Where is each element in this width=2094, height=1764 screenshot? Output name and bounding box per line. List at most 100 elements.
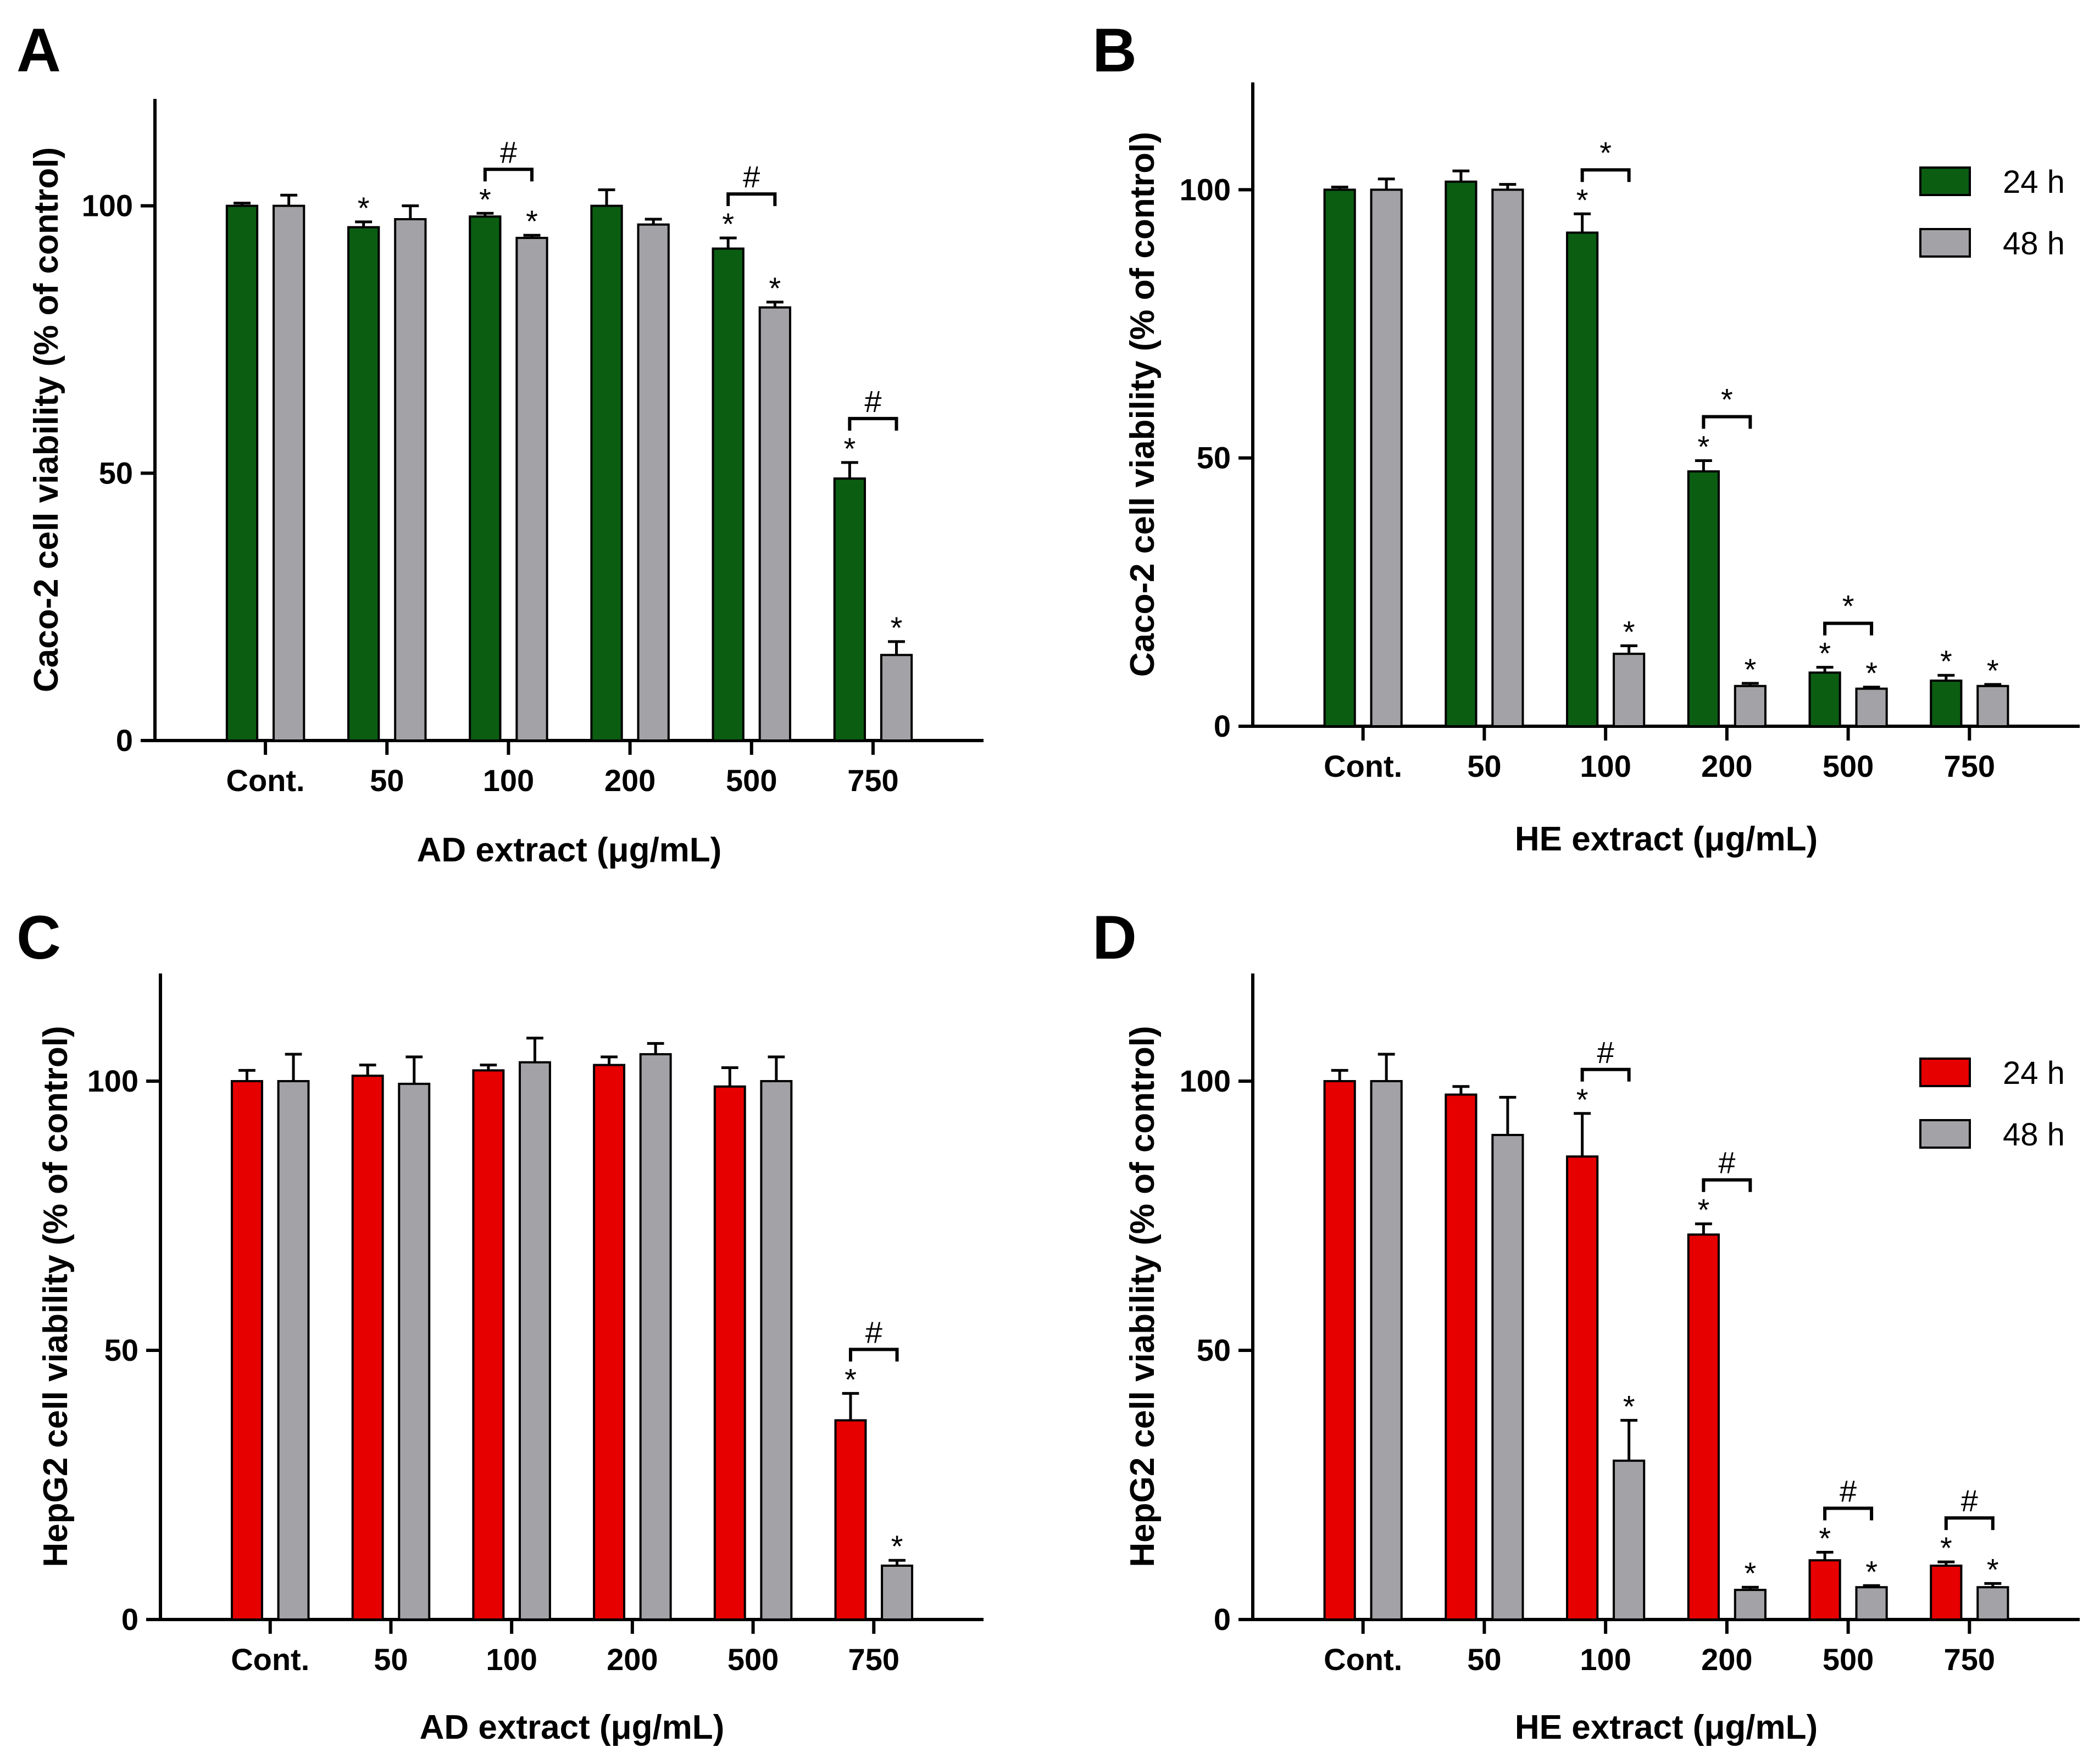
bar-48h xyxy=(1613,653,1646,728)
bracket-symbol: # xyxy=(865,1315,882,1349)
x-axis-title: HE extract (μg/mL) xyxy=(1515,1709,1818,1746)
significance-bracket xyxy=(848,1348,899,1362)
x-tick-label: 500 xyxy=(727,1642,779,1677)
panel-letter: C xyxy=(16,903,61,972)
bar-24h xyxy=(713,1085,746,1621)
bar-48h xyxy=(1855,1586,1888,1621)
y-tick-label: 0 xyxy=(116,723,133,758)
x-tick-label: 200 xyxy=(1701,1642,1752,1677)
bar-24h xyxy=(1445,1093,1478,1621)
significance-star: * xyxy=(843,431,856,466)
significance-star: * xyxy=(1744,1556,1756,1590)
x-tick-label: 50 xyxy=(1467,749,1501,783)
significance-star: * xyxy=(1697,430,1709,464)
bar-24h xyxy=(590,204,623,742)
significance-bracket xyxy=(726,192,777,207)
significance-bracket xyxy=(1823,621,1874,636)
y-tick-label: 100 xyxy=(1180,172,1231,207)
y-tick-label: 100 xyxy=(82,188,133,223)
x-tick-label: 500 xyxy=(1823,749,1874,783)
bar-24h xyxy=(1808,1559,1841,1621)
bracket-symbol: # xyxy=(864,384,881,419)
x-tick-label: Cont. xyxy=(1324,1642,1402,1677)
bar-48h xyxy=(758,306,791,742)
significance-bracket xyxy=(1823,1506,1874,1521)
x-tick-label: 100 xyxy=(1580,749,1631,783)
y-tick-label: 100 xyxy=(1180,1064,1231,1098)
bar-24h xyxy=(1687,470,1720,727)
x-tick-label: 200 xyxy=(607,1642,658,1677)
bar-48h xyxy=(1491,188,1524,728)
significance-star: * xyxy=(1576,182,1588,217)
bar-48h xyxy=(394,218,427,742)
significance-star: * xyxy=(479,182,491,216)
legend-swatch xyxy=(1919,166,1971,196)
significance-star: * xyxy=(1697,1193,1709,1227)
x-tick-label: 50 xyxy=(374,1642,408,1677)
x-tick-label: 750 xyxy=(848,1642,899,1677)
legend-swatch xyxy=(1919,1119,1971,1149)
x-tick-label: Cont. xyxy=(226,763,305,798)
bar-24h xyxy=(472,1069,505,1621)
legend-swatch xyxy=(1919,1058,1971,1087)
legend-label: 24 h xyxy=(2003,1055,2065,1091)
panel-letter: D xyxy=(1092,903,1137,972)
significance-star: * xyxy=(845,1362,857,1396)
bar-48h xyxy=(1976,1586,2009,1621)
bar-24h xyxy=(712,247,745,742)
bar-24h xyxy=(347,226,380,742)
bar-48h xyxy=(518,1061,551,1621)
bar-48h xyxy=(398,1082,431,1621)
significance-bracket xyxy=(1702,415,1752,429)
significance-star: * xyxy=(1576,1082,1588,1117)
bar-24h xyxy=(1566,231,1599,727)
significance-star: * xyxy=(358,191,370,225)
y-tick-label: 50 xyxy=(1197,441,1231,475)
significance-bracket xyxy=(1580,168,1631,182)
x-tick-label: 100 xyxy=(1580,1642,1631,1677)
x-tick-label: Cont. xyxy=(1324,749,1402,783)
y-axis-title: HepG2 cell viability (% of control) xyxy=(1124,1026,1162,1567)
bar-24h xyxy=(1930,679,1963,727)
bar-24h xyxy=(1566,1155,1599,1621)
x-tick-label: 750 xyxy=(1944,1642,1995,1677)
y-tick-label: 0 xyxy=(1214,709,1231,743)
bar-24h xyxy=(833,477,867,742)
bar-24h xyxy=(225,204,259,742)
significance-star: * xyxy=(1987,1552,1999,1587)
x-tick-label: 50 xyxy=(370,763,404,798)
significance-bracket xyxy=(1580,1067,1631,1082)
bar-24h xyxy=(469,215,502,742)
bar-48h xyxy=(1734,685,1767,727)
bar-24h xyxy=(1687,1233,1720,1621)
bar-24h xyxy=(1445,180,1478,727)
panel-d: D 0 50 100 Cont. 50 100 * * 200 * * 500 * * 750 * * # # # # He… xyxy=(1092,903,2080,1746)
bar-24h xyxy=(1323,188,1356,728)
bracket-symbol: # xyxy=(500,135,517,169)
bar-24h xyxy=(1930,1565,1963,1621)
significance-star: * xyxy=(1940,644,1952,678)
y-tick-label: 50 xyxy=(1197,1333,1231,1367)
significance-bracket xyxy=(1702,1178,1752,1192)
significance-star: * xyxy=(1865,1554,1878,1589)
significance-star: * xyxy=(722,207,734,241)
legend-label: 48 h xyxy=(2003,226,2065,261)
bracket-symbol: # xyxy=(1840,1474,1857,1509)
bracket-symbol: * xyxy=(1599,135,1612,170)
y-tick-label: 0 xyxy=(1214,1602,1231,1637)
bar-48h xyxy=(637,223,670,742)
bar-48h xyxy=(639,1053,672,1621)
x-tick-label: 500 xyxy=(1823,1642,1874,1677)
x-axis-title: AD extract (μg/mL) xyxy=(417,831,722,869)
bar-48h xyxy=(881,1565,914,1621)
bar-48h xyxy=(1976,685,2009,727)
significance-bracket xyxy=(1944,1516,1995,1531)
bar-48h xyxy=(1855,687,1888,727)
x-tick-label: 750 xyxy=(847,763,898,798)
significance-star: * xyxy=(1623,615,1635,649)
y-tick-label: 50 xyxy=(99,455,133,490)
bracket-symbol: * xyxy=(1721,382,1733,417)
panel-letter: A xyxy=(16,16,61,85)
bar-48h xyxy=(272,204,306,742)
